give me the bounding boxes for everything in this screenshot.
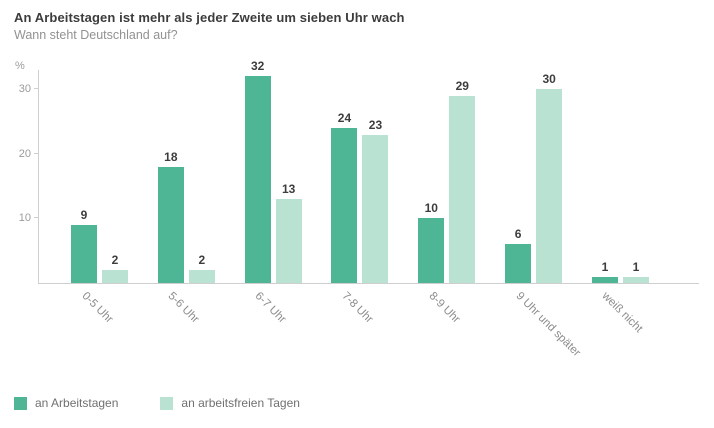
bar-series-0: 24 [331,111,358,283]
chart-title: An Arbeitstagen ist mehr als jeder Zweit… [14,10,405,25]
bar-series-1: 30 [536,72,563,283]
legend-label: an Arbeitstagen [35,396,119,410]
bar-series-1: 1 [622,260,649,283]
bar-value-label: 32 [250,59,265,74]
bar-group: 6 30 [505,72,563,283]
x-axis-label: 5-6 Uhr [165,290,202,326]
legend-swatch [14,396,27,410]
bar-series-1: 23 [362,118,389,283]
bar-value-label: 6 [514,227,522,242]
legend-label: an arbeitsfreien Tagen [181,396,300,410]
bar-group: 24 23 [331,111,389,283]
bar-series-0: 9 [71,208,97,283]
x-axis-label: 0-5 Uhr [79,290,115,326]
bar-value-label: 1 [601,259,609,274]
bar-series-1: 2 [188,253,215,283]
y-axis-tick-mark [34,152,39,154]
legend-swatch [160,396,174,410]
bar-series-0: 6 [505,227,532,283]
bar-value-label: 1 [632,259,640,274]
bar-value-label: 29 [455,78,469,93]
x-axis-label: 8-9 Uhr [426,290,462,326]
y-axis-unit-label: % [15,60,25,72]
bar-value-label: 13 [281,182,296,197]
bar-value-label: 30 [542,72,556,87]
y-axis-tick-label: 30 [18,83,31,96]
bar-series-0: 1 [591,260,618,283]
plot-area: % 10 20 30 9 2 0-5 Uhr 18 2 5-6 Uhr 32 13 6-7 Uhr 24… [15,59,699,359]
y-axis-tick-mark [34,88,39,90]
bar-value-label: 2 [111,253,119,268]
bar-series-1: 29 [449,79,476,283]
bar-series-1: 2 [102,253,128,283]
bar-group: 32 13 [244,59,302,283]
x-axis-label: 6-7 Uhr [252,290,289,326]
x-axis-label: 9 Uhr und später [513,290,583,360]
bar-series-1: 13 [275,182,302,283]
bar-series-0: 32 [244,59,271,283]
bar-value-label: 24 [337,111,352,126]
bar-value-label: 9 [80,207,88,222]
bar-group: 10 29 [418,79,476,283]
bar-series-0: 18 [157,150,184,283]
y-axis-tick-label: 20 [18,147,31,160]
legend: an Arbeitstagen an arbeitsfreien Tagen [14,396,300,410]
chart-subtitle: Wann steht Deutschland auf? [14,28,178,42]
bar-group: 18 2 [157,150,215,283]
bar-value-label: 10 [424,201,438,216]
bar-value-label: 2 [198,253,206,268]
legend-item-1: an arbeitsfreien Tagen [160,396,300,410]
y-axis-tick-label: 10 [18,212,31,225]
bar-value-label: 23 [368,117,383,132]
legend-item-0: an Arbeitstagen [14,396,118,410]
y-axis-tick-mark [34,217,39,219]
bar-series-0: 10 [418,201,445,283]
x-axis-label: weiß nicht [599,290,646,336]
x-axis-label: 7-8 Uhr [339,290,376,326]
bar-value-label: 18 [164,149,178,164]
